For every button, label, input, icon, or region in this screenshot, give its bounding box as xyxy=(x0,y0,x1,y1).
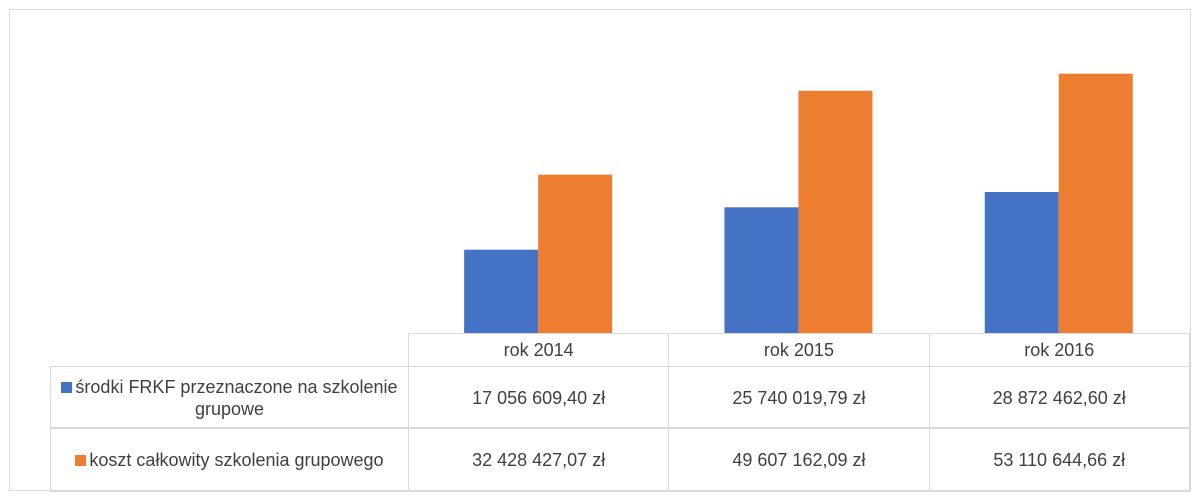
table-header-cell: rok 2015 xyxy=(668,333,930,367)
bar xyxy=(464,249,539,333)
data-label: 28 872 462,60 zł xyxy=(992,387,1126,408)
data-label: 32 428 427,07 zł xyxy=(472,449,606,470)
data-label: 53 110 644,66 zł xyxy=(993,449,1126,470)
data-label: 49 607 162,09 zł xyxy=(732,449,866,470)
legend-swatch xyxy=(75,454,87,466)
chart-frame xyxy=(9,9,1191,491)
table-cell: 25 740 019,79 zł xyxy=(668,366,930,429)
legend-label: koszt całkowity szkolenia grupowego xyxy=(89,449,384,470)
bar xyxy=(798,90,873,333)
table-cell: 32 428 427,07 zł xyxy=(408,427,670,492)
legend-label: środki FRKF przeznaczone na szkolenie gr… xyxy=(75,376,398,419)
table-header-cell: rok 2016 xyxy=(928,333,1190,367)
data-label: 25 740 019,79 zł xyxy=(732,387,866,408)
x-tick-label: rok 2014 xyxy=(503,340,574,360)
bar xyxy=(1058,73,1133,334)
legend-entry: środki FRKF przeznaczone na szkolenie gr… xyxy=(55,376,404,420)
data-label: 17 056 609,40 zł xyxy=(472,387,606,408)
legend-cell: koszt całkowity szkolenia grupowego xyxy=(50,427,409,492)
legend-cell: środki FRKF przeznaczone na szkolenie gr… xyxy=(50,366,409,429)
table-header-cell: rok 2014 xyxy=(408,333,670,367)
table-cell: 17 056 609,40 zł xyxy=(408,366,670,429)
table-cell: 28 872 462,60 zł xyxy=(928,366,1190,429)
bar xyxy=(538,174,613,333)
bar xyxy=(724,207,799,333)
table-cell: 53 110 644,66 zł xyxy=(928,427,1190,492)
bar xyxy=(984,192,1059,333)
legend-swatch xyxy=(61,381,73,393)
x-tick-label: rok 2016 xyxy=(1024,340,1095,360)
table-cell: 49 607 162,09 zł xyxy=(668,427,930,492)
x-tick-label: rok 2015 xyxy=(763,340,834,360)
legend-entry: koszt całkowity szkolenia grupowego xyxy=(75,449,384,471)
